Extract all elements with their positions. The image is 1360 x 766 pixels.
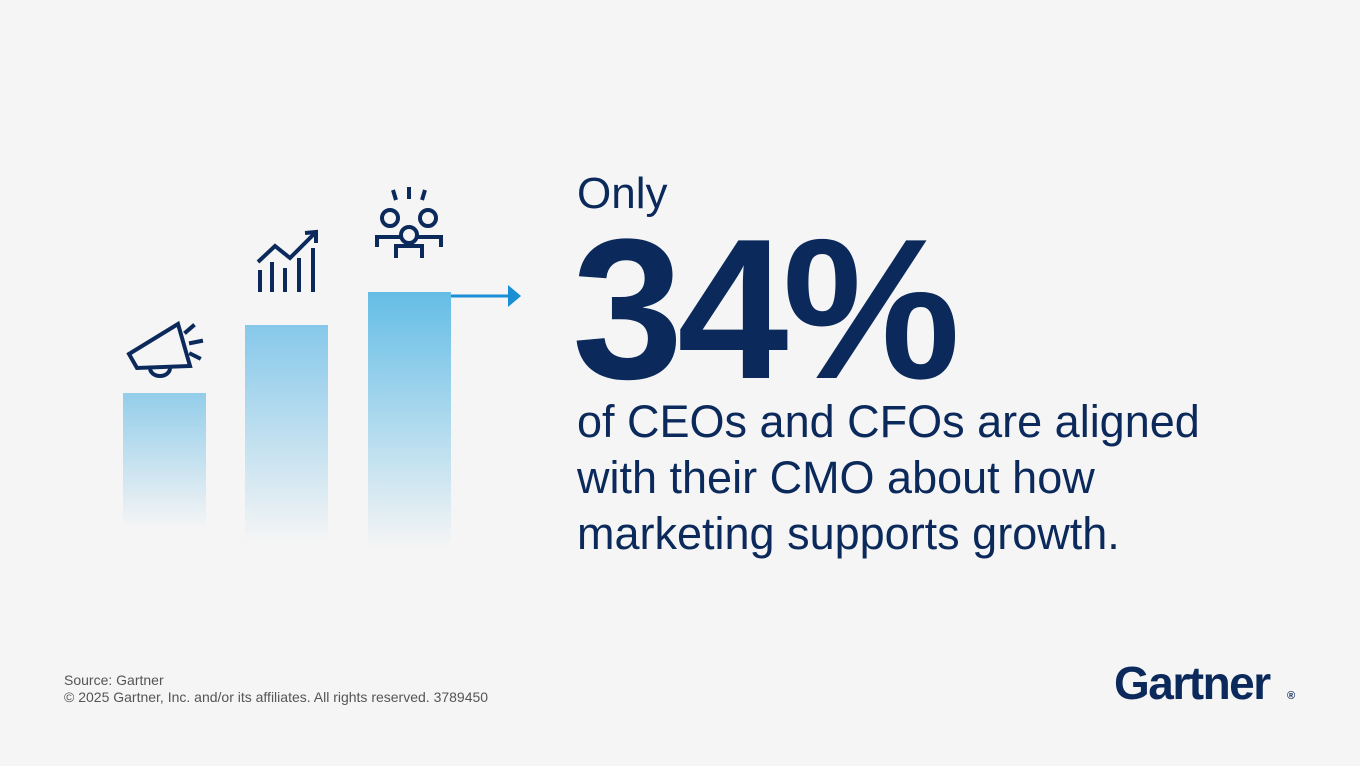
arrow xyxy=(451,285,521,307)
growth-icon xyxy=(256,229,318,292)
decor-bar xyxy=(123,393,206,528)
copyright-note: © 2025 Gartner, Inc. and/or its affiliat… xyxy=(64,689,488,705)
people-icon xyxy=(375,187,443,258)
megaphone-icon xyxy=(126,320,204,378)
decor-bar xyxy=(245,325,328,542)
headline-line: with their CMO about how xyxy=(576,452,1095,503)
headline-lead: Only xyxy=(577,169,667,218)
headline-figure: 34% xyxy=(572,198,955,421)
logo: Gartner xyxy=(1114,657,1271,709)
source-note: Source: Gartner xyxy=(64,672,164,688)
logo-mark: ® xyxy=(1287,690,1295,702)
headline-line: of CEOs and CFOs are aligned xyxy=(577,396,1200,447)
decor-bar xyxy=(368,292,451,548)
headline-line: marketing supports growth. xyxy=(577,508,1120,559)
